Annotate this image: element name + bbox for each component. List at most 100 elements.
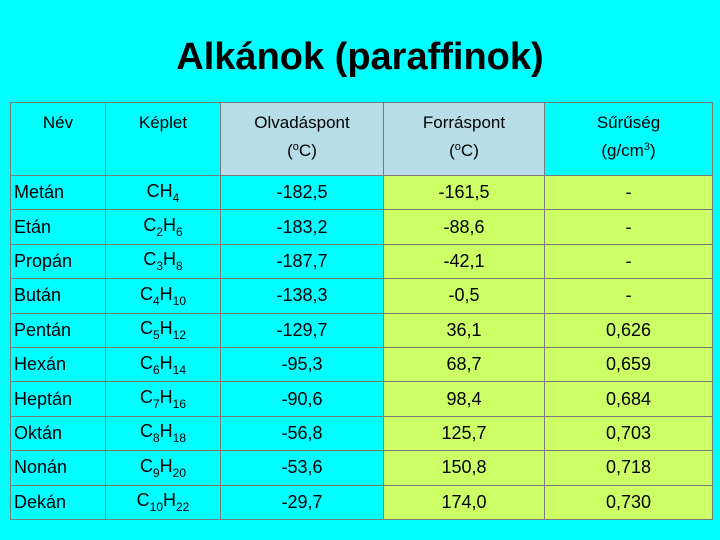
value-cell: 125,7 [383,415,545,452]
value-cell: - [544,209,713,245]
unit-part: o [454,141,461,153]
table-row: Nonán C9H20 -53,6 150,8 0,718 [10,450,713,486]
name-cell: Nonán [10,450,106,486]
cell-text: -88,6 [443,216,485,237]
unit-part: ( [449,141,455,160]
name-cell: Dekán [10,484,106,520]
formula-cell: C10H22 [105,484,221,520]
cell-text: Bután [14,285,62,306]
cell-text: - [625,250,632,271]
name-cell: Hexán [10,346,106,383]
formula-part: C [139,455,153,476]
cell-text: - [625,182,632,203]
value-cell: -0,5 [383,278,545,314]
header-label: Név [42,113,74,132]
table-row: Bután C4H10 -138,3 -0,5 - [10,278,713,314]
unit-part: ( [287,141,293,160]
formula-part: C [139,283,153,304]
value-cell: 150,8 [383,450,545,486]
formula-part: 6 [152,362,160,377]
formula-part: H [159,455,173,476]
name-cell: Etán [10,209,106,245]
formula-cell: C9H20 [105,450,221,486]
formula-part: C [143,215,157,236]
cell-text: 150,8 [441,457,487,478]
formula-part: 20 [172,465,187,480]
value-cell: -88,6 [383,209,545,245]
formula-part: C [139,318,153,339]
cell-text: Dekán [14,491,67,512]
unit-part: (g/cm [601,141,644,160]
value-cell: -56,8 [220,415,384,452]
cell-text: 0,659 [605,354,652,375]
cell-text: -42,1 [443,250,485,271]
cell-text: 174,0 [441,491,487,512]
cell-text: -29,7 [281,491,323,512]
header-cell: Olvadáspont (oC) [220,102,384,176]
cell-text: 0,684 [605,388,652,409]
cell-text: -183,2 [276,216,328,237]
value-cell: 0,626 [544,312,713,348]
value-cell: 68,7 [383,346,545,383]
header-label: Olvadáspont [254,113,350,132]
cell-text: 125,7 [441,422,487,443]
name-cell: Bután [10,278,106,314]
cell-text: Oktán [14,422,63,443]
formula-part: H [159,283,173,304]
header-label: Képlet [138,113,188,132]
header-unit: (oC) [221,135,383,163]
header-cell: Képlet [105,102,221,176]
formula-part: 6 [176,225,183,240]
formula-part: 18 [172,431,187,446]
formula-part: H [163,215,176,236]
alkane-table: Név Képlet Olvadáspont (oC) Forráspont (oC) Sű… [10,102,713,520]
formula-part: 10 [172,293,187,308]
header-unit: (oC) [384,135,544,163]
unit-part: C) [298,141,317,160]
formula-cell: C6H14 [105,346,221,383]
table-row: Pentán C5H12 -129,7 36,1 0,626 [10,312,713,348]
formula-cell: C2H6 [105,209,221,245]
value-cell: 0,730 [544,484,713,520]
value-cell: -95,3 [220,346,384,383]
value-cell: 174,0 [383,484,545,520]
formula-part: C [139,387,153,408]
cell-text: 0,626 [605,319,652,340]
formula-cell: C8H18 [105,415,221,452]
table-row: Hexán C6H14 -95,3 68,7 0,659 [10,346,713,383]
formula-part: 8 [176,259,183,274]
cell-text: Heptán [14,388,73,409]
header-cell: Forráspont (oC) [383,102,545,176]
cell-text: -90,6 [281,388,323,409]
value-cell: -183,2 [220,209,384,245]
formula-part: 5 [152,328,160,343]
cell-text: -182,5 [276,182,328,203]
cell-text: Propán [14,250,73,271]
value-cell: -129,7 [220,312,384,348]
unit-part: o [292,141,299,153]
formula-cell: C3H8 [105,243,221,280]
formula-part: 4 [152,293,160,308]
value-cell: 0,684 [544,381,713,417]
formula-cell: C5H12 [105,312,221,348]
name-cell: Heptán [10,381,106,417]
formula-part: 10 [149,500,163,515]
formula-cell: C7H16 [105,381,221,417]
unit-part: C) [460,141,479,160]
formula-part: H [163,490,176,511]
value-cell: -42,1 [383,243,545,280]
cell-text: -187,7 [276,250,328,271]
cell-text: -129,7 [276,319,328,340]
value-cell: -138,3 [220,278,384,314]
cell-text: - [625,216,632,237]
formula-cell: C4H10 [105,278,221,314]
formula-part: C [136,490,150,511]
unit-part: ) [649,141,656,160]
table-row: Dekán C10H22 -29,7 174,0 0,730 [10,484,713,520]
header-label: Sűrűség [596,113,661,132]
value-cell: 36,1 [383,312,545,348]
cell-text: 0,703 [605,422,652,443]
cell-text: -56,8 [281,422,323,443]
header-cell: Sűrűség (g/cm3) [544,102,713,176]
